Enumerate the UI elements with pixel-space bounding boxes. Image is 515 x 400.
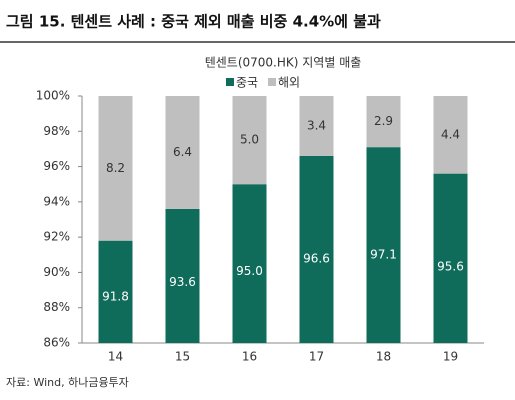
y-tick-label: 86% — [43, 336, 70, 350]
data-label: 3.4 — [307, 118, 326, 132]
y-tick-label: 88% — [43, 300, 70, 314]
bar-segment — [366, 147, 401, 343]
source: 자료: Wind, 하나금융투자 — [6, 375, 129, 389]
y-tick-label: 90% — [43, 265, 70, 279]
bar-segment — [232, 96, 267, 185]
y-tick-label: 92% — [43, 230, 70, 244]
x-tick-label: 15 — [175, 350, 190, 364]
bar-segment — [299, 155, 334, 343]
legend-label: 해외 — [278, 76, 300, 90]
data-label: 5.0 — [240, 133, 259, 147]
data-label: 97.1 — [370, 247, 397, 261]
data-label: 6.4 — [173, 145, 192, 159]
x-tick-label: 19 — [443, 350, 458, 364]
bar-segment — [299, 96, 334, 156]
data-label: 96.6 — [303, 251, 330, 265]
data-label: 91.8 — [102, 289, 129, 303]
bar-segment — [98, 96, 133, 241]
bar-segment — [165, 96, 200, 209]
bar-segment — [433, 173, 468, 343]
legend-swatch — [268, 78, 276, 86]
data-label: 8.2 — [106, 161, 125, 175]
data-label: 4.4 — [441, 127, 460, 141]
legend-swatch — [226, 78, 234, 86]
bar-segment — [232, 184, 267, 343]
data-label: 95.6 — [437, 259, 464, 273]
chart-subtitle: 텐센트(0700.HK) 지역별 매출 — [205, 56, 362, 70]
x-tick-label: 14 — [108, 350, 123, 364]
x-tick-label: 16 — [242, 350, 257, 364]
chart-title: 그림 15. 텐센트 사례 : 중국 제외 매출 비중 4.4%에 불과 — [6, 13, 381, 31]
data-label: 2.9 — [374, 114, 393, 128]
y-tick-label: 94% — [43, 194, 70, 208]
data-label: 95.0 — [236, 264, 263, 278]
x-tick-label: 17 — [309, 350, 324, 364]
data-label: 93.6 — [169, 275, 196, 289]
bar-segment — [433, 96, 468, 174]
y-tick-label: 100% — [36, 89, 70, 103]
bar-segment — [98, 240, 133, 343]
y-tick-label: 98% — [43, 124, 70, 138]
bar-segment — [165, 208, 200, 343]
y-tick-label: 96% — [43, 159, 70, 173]
legend-label: 중국 — [236, 76, 258, 90]
x-tick-label: 18 — [376, 350, 391, 364]
bar-segment — [366, 96, 401, 148]
